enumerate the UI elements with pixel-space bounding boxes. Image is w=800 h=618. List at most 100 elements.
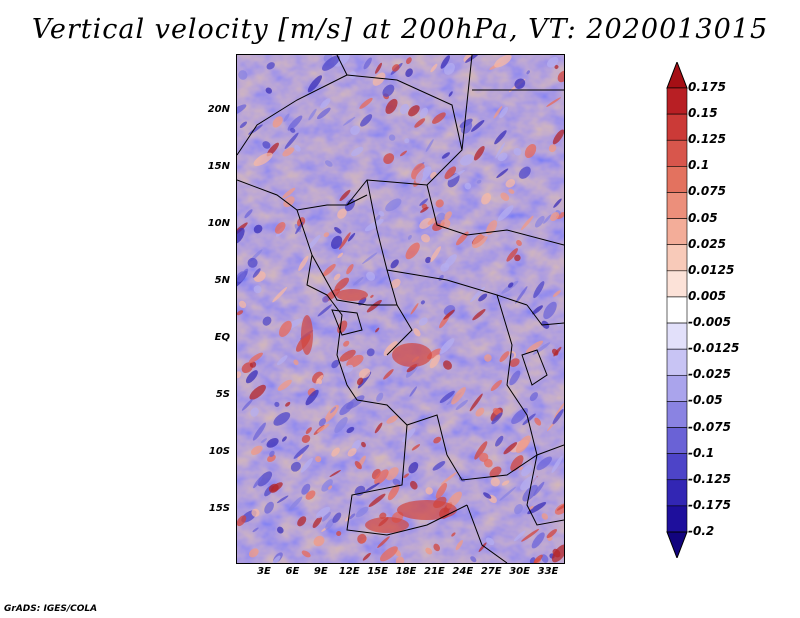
anomaly-blob: [274, 222, 286, 234]
anomaly-blob: [334, 417, 348, 433]
anomaly-blob: [281, 436, 287, 442]
anomaly-blob: [387, 484, 400, 501]
anomaly-blob: [346, 263, 354, 275]
anomaly-blob: [249, 361, 257, 368]
anomaly-blob: [478, 293, 488, 302]
lat-label: 5S: [215, 389, 230, 400]
anomaly-blob: [444, 211, 452, 220]
anomaly-blob: [513, 530, 526, 542]
anomaly-blob: [491, 412, 503, 425]
anomaly-blob: [282, 147, 295, 157]
anomaly-blob: [479, 230, 489, 237]
anomaly-blob: [358, 368, 371, 379]
anomaly-blob: [420, 234, 431, 243]
anomaly-blob: [479, 452, 489, 462]
anomaly-blob: [534, 215, 545, 228]
anomaly-blob: [362, 252, 378, 264]
anomaly-blob: [375, 62, 382, 74]
anomaly-blob: [355, 506, 369, 518]
anomaly-blob: [316, 378, 323, 385]
anomaly-blob: [339, 349, 356, 362]
anomaly-blob: [515, 435, 531, 454]
anomaly-blob: [239, 300, 247, 309]
anomaly-blob: [494, 55, 512, 68]
anomaly-blob: [295, 221, 304, 235]
anomaly-blob: [297, 453, 303, 461]
lon-label: 21E: [424, 566, 445, 577]
anomaly-blob: [432, 461, 446, 471]
colorbar-label: 0.1: [688, 158, 710, 173]
anomaly-blob: [506, 248, 518, 262]
anomaly-blob: [287, 115, 303, 131]
anomaly-blob: [516, 239, 522, 247]
anomaly-blob: [420, 206, 429, 213]
anomaly-blob: [392, 343, 432, 367]
anomaly-blob: [330, 406, 337, 414]
anomaly-blob: [529, 392, 539, 402]
anomaly-blob: [413, 328, 421, 337]
anomaly-blob: [430, 63, 438, 73]
anomaly-blob: [362, 552, 371, 561]
anomaly-blob: [495, 142, 506, 159]
colorbar-swatch: [666, 348, 688, 376]
colorbar-label: -0.05: [688, 393, 723, 408]
lat-label: EQ: [214, 332, 230, 343]
anomaly-blob: [433, 436, 442, 444]
anomaly-blob: [336, 530, 342, 537]
anomaly-blob: [321, 55, 340, 71]
anomaly-blob: [419, 198, 429, 206]
anomaly-blob: [471, 119, 485, 132]
anomaly-blob: [551, 455, 563, 473]
anomaly-blob: [509, 358, 520, 367]
colorbar-label: 0.175: [688, 80, 726, 94]
anomaly-blob: [522, 484, 538, 502]
anomaly-blob: [490, 380, 503, 391]
anomaly-blob: [520, 475, 538, 491]
anomaly-blob: [283, 196, 295, 208]
anomaly-blob: [522, 413, 536, 426]
anomaly-blob: [552, 290, 561, 297]
anomaly-blob: [253, 152, 273, 167]
lon-label: 27E: [480, 566, 502, 577]
anomaly-blob: [245, 370, 258, 384]
anomaly-blob: [425, 139, 434, 152]
anomaly-blob: [514, 254, 521, 262]
anomaly-blob: [379, 546, 398, 562]
anomaly-blob: [510, 455, 524, 472]
colorbar: [666, 62, 688, 558]
colorbar-label: 0.125: [688, 132, 726, 147]
anomaly-blob: [552, 129, 564, 145]
colorbar-label: 0.0125: [688, 262, 735, 277]
anomaly-blob: [440, 55, 450, 69]
anomaly-blob: [478, 542, 487, 553]
anomaly-blob: [433, 543, 440, 552]
anomaly-blob: [370, 294, 374, 298]
anomaly-blob: [473, 145, 485, 161]
anomaly-blob: [376, 392, 384, 402]
anomaly-blob: [323, 232, 330, 238]
anomaly-blob: [316, 107, 331, 120]
anomaly-blob: [499, 486, 516, 501]
anomaly-blob: [306, 234, 321, 251]
anomaly-blob: [411, 444, 421, 451]
anomaly-blob: [425, 256, 432, 264]
anomaly-blob: [271, 482, 283, 492]
anomaly-blob: [383, 341, 398, 356]
anomaly-blob: [439, 338, 455, 354]
anomaly-blob: [357, 377, 364, 385]
anomaly-blob: [403, 473, 410, 479]
anomaly-blob: [505, 178, 516, 188]
anomaly-blob: [357, 533, 367, 544]
anomaly-blob: [257, 471, 273, 487]
anomaly-blob: [464, 182, 472, 190]
anomaly-blob: [532, 305, 543, 315]
anomaly-blob: [514, 78, 526, 89]
anomaly-blob: [425, 487, 433, 495]
anomaly-blob: [237, 104, 247, 117]
anomaly-blob: [283, 113, 290, 122]
anomaly-blob: [410, 480, 418, 490]
anomaly-blob: [331, 359, 340, 369]
anomaly-blob: [347, 232, 356, 242]
anomaly-blob: [399, 150, 408, 157]
anomaly-blob: [441, 152, 451, 159]
